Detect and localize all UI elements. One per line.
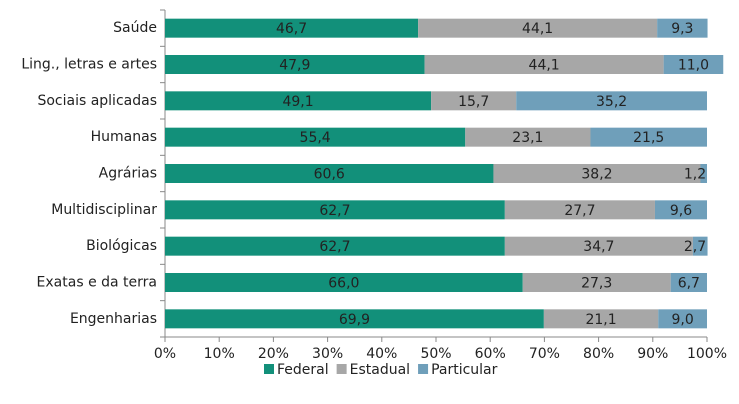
value-label: 34,7 bbox=[583, 239, 614, 255]
bar-segment bbox=[692, 236, 708, 256]
y-tick-label: Multidisciplinar bbox=[51, 202, 157, 218]
bar-segment bbox=[670, 273, 707, 292]
value-label: 46,7 bbox=[276, 21, 307, 37]
y-tick-label: Agrárias bbox=[99, 166, 157, 182]
x-tick-label: 10% bbox=[204, 346, 235, 362]
y-tick-label: Sociais aplicadas bbox=[37, 93, 157, 109]
value-label: 21,5 bbox=[633, 130, 664, 146]
value-label: 21,1 bbox=[585, 312, 616, 328]
bar-segment bbox=[431, 91, 517, 111]
legend-swatch bbox=[336, 364, 347, 374]
bar-segment bbox=[700, 164, 707, 183]
value-label: 27,3 bbox=[581, 276, 612, 292]
bar-segment bbox=[590, 127, 707, 147]
bar-segment bbox=[522, 273, 671, 292]
value-label: 66,0 bbox=[328, 276, 359, 292]
bar-segment bbox=[504, 200, 655, 220]
bar-segment bbox=[465, 127, 591, 147]
value-label: 60,6 bbox=[314, 167, 345, 183]
y-tick-label: Ling., letras e artes bbox=[21, 57, 157, 73]
legend-swatch bbox=[418, 364, 429, 374]
legend-label: Estadual bbox=[350, 362, 410, 378]
value-label: 69,9 bbox=[339, 312, 370, 328]
x-tick-label: 100% bbox=[687, 346, 727, 362]
x-tick-label: 70% bbox=[529, 346, 560, 362]
x-tick-label: 20% bbox=[258, 346, 289, 362]
y-tick-label: Biológicas bbox=[86, 238, 157, 254]
y-tick-label: Saúde bbox=[113, 20, 157, 36]
value-label: 38,2 bbox=[581, 167, 612, 183]
bar-segment bbox=[504, 236, 693, 256]
y-tick-label: Humanas bbox=[91, 129, 157, 145]
x-tick-label: 80% bbox=[583, 346, 614, 362]
value-label: 11,0 bbox=[678, 58, 709, 74]
x-tick-label: 40% bbox=[366, 346, 397, 362]
bar-segment bbox=[165, 91, 432, 111]
bar-segment bbox=[165, 127, 466, 147]
bar-segment bbox=[657, 18, 708, 38]
x-tick-label: 90% bbox=[637, 346, 668, 362]
value-label: 6,7 bbox=[678, 276, 700, 292]
bar-segment bbox=[424, 55, 664, 74]
bar-segment bbox=[165, 18, 419, 38]
bar-segment bbox=[165, 200, 505, 220]
value-label: 55,4 bbox=[300, 130, 331, 146]
bar-segment bbox=[165, 236, 505, 256]
value-label: 49,1 bbox=[282, 94, 313, 110]
bar-segment bbox=[543, 309, 659, 329]
value-label: 9,6 bbox=[670, 203, 692, 219]
bar-segment bbox=[663, 55, 724, 74]
value-label: 44,1 bbox=[522, 21, 553, 37]
value-label: 15,7 bbox=[458, 94, 489, 110]
value-label: 1,2 bbox=[684, 167, 706, 183]
value-label: 9,3 bbox=[671, 21, 693, 37]
bar-segment bbox=[658, 309, 707, 329]
value-label: 62,7 bbox=[319, 203, 350, 219]
legend-label: Particular bbox=[431, 362, 498, 378]
bar-segment bbox=[654, 200, 707, 220]
x-tick-label: 50% bbox=[420, 346, 451, 362]
bar-segment bbox=[493, 164, 701, 183]
y-tick-label: Engenharias bbox=[70, 311, 157, 327]
value-label: 35,2 bbox=[596, 94, 627, 110]
value-label: 47,9 bbox=[279, 58, 310, 74]
x-tick-label: 0% bbox=[154, 346, 176, 362]
value-label: 2,7 bbox=[684, 239, 706, 255]
bar-segment bbox=[165, 55, 425, 74]
value-label: 23,1 bbox=[512, 130, 543, 146]
legend-label: Federal bbox=[277, 362, 329, 378]
bar-segment bbox=[418, 18, 658, 38]
value-label: 9,0 bbox=[671, 312, 693, 328]
value-label: 62,7 bbox=[319, 239, 350, 255]
y-tick-label: Exatas e da terra bbox=[37, 275, 157, 291]
value-label: 27,7 bbox=[564, 203, 595, 219]
bar-segment bbox=[165, 309, 544, 329]
legend-swatch bbox=[264, 364, 274, 374]
bar-segment bbox=[165, 164, 494, 183]
bar-segment bbox=[165, 273, 523, 292]
value-label: 44,1 bbox=[529, 58, 560, 74]
x-tick-label: 30% bbox=[312, 346, 343, 362]
bar-segment bbox=[516, 91, 707, 111]
x-tick-label: 60% bbox=[475, 346, 506, 362]
